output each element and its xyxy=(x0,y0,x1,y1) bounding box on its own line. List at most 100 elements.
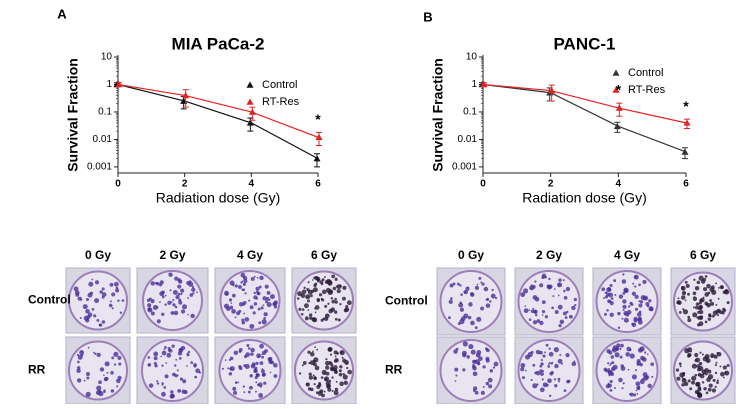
colony xyxy=(621,317,624,320)
colony xyxy=(565,353,570,358)
colony xyxy=(483,286,489,292)
colony xyxy=(474,285,480,290)
colony xyxy=(697,367,701,372)
colony xyxy=(314,311,317,314)
colony xyxy=(191,287,196,292)
colony xyxy=(153,361,157,365)
x-tick-label: 0 xyxy=(115,179,121,190)
colony xyxy=(334,297,337,301)
colony xyxy=(187,297,190,299)
colony xyxy=(571,361,577,367)
colony xyxy=(675,368,680,372)
colony xyxy=(98,391,104,397)
colony xyxy=(109,282,114,287)
colony xyxy=(247,390,251,394)
colony xyxy=(709,299,713,303)
colony xyxy=(676,376,681,381)
colony xyxy=(228,298,233,302)
colony xyxy=(551,361,554,364)
colony xyxy=(606,292,611,297)
colony xyxy=(606,287,611,292)
colony xyxy=(79,350,85,356)
colony xyxy=(323,390,326,393)
colony xyxy=(333,359,338,363)
colony xyxy=(324,316,329,321)
colony xyxy=(622,291,626,295)
colony xyxy=(342,285,347,291)
colony xyxy=(263,317,266,320)
colony xyxy=(708,383,713,388)
colony xyxy=(541,273,547,278)
legend-label: Control xyxy=(262,79,297,91)
colony xyxy=(485,381,490,386)
colony xyxy=(339,381,344,387)
colony xyxy=(313,376,317,380)
colony xyxy=(614,352,620,358)
colony xyxy=(636,358,641,363)
colony xyxy=(87,292,93,298)
colony xyxy=(562,311,567,316)
colony xyxy=(478,276,482,280)
colony xyxy=(314,346,316,348)
colony xyxy=(234,316,237,319)
colony xyxy=(273,300,278,305)
colony xyxy=(699,298,703,303)
colony xyxy=(91,307,95,311)
colony xyxy=(76,378,82,383)
colony xyxy=(691,363,697,369)
colony xyxy=(559,319,565,325)
colony xyxy=(622,273,625,276)
colony xyxy=(548,361,551,364)
colony xyxy=(702,278,707,282)
colony xyxy=(180,292,183,296)
colony xyxy=(174,276,179,281)
colony xyxy=(525,354,531,360)
colony xyxy=(310,294,313,298)
colony xyxy=(463,289,468,295)
survival-curve xyxy=(117,83,319,160)
colony xyxy=(540,372,544,376)
colony xyxy=(298,307,302,311)
colony xyxy=(614,387,617,389)
colony xyxy=(687,318,692,323)
colony xyxy=(625,352,630,357)
colony xyxy=(458,302,464,308)
x-tick-label: 4 xyxy=(616,179,622,190)
data-point xyxy=(615,104,623,111)
colony xyxy=(159,301,161,303)
colony xyxy=(689,387,693,391)
colony xyxy=(327,387,332,392)
colony xyxy=(346,300,352,306)
colony xyxy=(261,355,264,359)
colony xyxy=(716,381,719,385)
colony xyxy=(489,369,494,373)
colony xyxy=(312,279,314,281)
colony xyxy=(245,352,250,357)
colony xyxy=(96,318,100,322)
colony xyxy=(639,379,645,385)
plate-column-label: 4 Gy xyxy=(237,248,263,262)
colony xyxy=(698,321,704,327)
colony xyxy=(86,376,90,380)
colony xyxy=(309,316,313,320)
colony xyxy=(607,362,610,365)
colony xyxy=(561,362,563,365)
colony xyxy=(161,350,167,356)
colony xyxy=(683,381,689,387)
colony xyxy=(322,317,325,321)
colony xyxy=(715,303,718,306)
colony xyxy=(681,383,685,387)
colony xyxy=(557,304,563,310)
colony xyxy=(568,314,573,319)
colony xyxy=(321,278,325,282)
colony xyxy=(678,311,682,314)
colony xyxy=(335,371,338,374)
colony xyxy=(701,381,705,384)
colony xyxy=(96,385,102,391)
colony xyxy=(492,366,496,369)
colony xyxy=(312,362,317,367)
colony xyxy=(243,391,246,394)
colony xyxy=(604,312,607,316)
colony xyxy=(636,386,641,391)
colony xyxy=(460,316,466,322)
